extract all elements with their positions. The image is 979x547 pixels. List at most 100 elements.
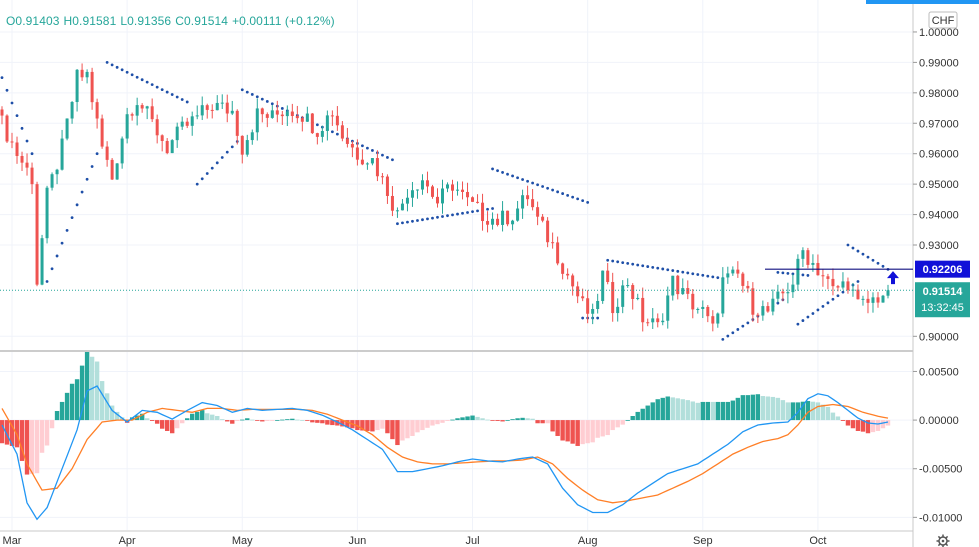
sar-dot [726, 334, 730, 338]
last-price-label: 0.91514 [923, 286, 964, 298]
macd-histogram-bar [380, 420, 385, 429]
macd-histogram-bar [470, 415, 475, 421]
candle-body [235, 110, 239, 136]
sar-dot [110, 63, 114, 67]
sar-dot [95, 152, 99, 156]
candle-body [145, 106, 149, 109]
candle-body [591, 309, 595, 314]
candle-body [761, 306, 765, 316]
time-tick-label: May [232, 535, 253, 547]
sar-dot [596, 316, 600, 320]
macd-line [1, 385, 889, 521]
macd-histogram-bar [84, 352, 90, 421]
candle-body [811, 262, 815, 265]
candle-body [521, 195, 525, 209]
sar-dot [441, 215, 444, 218]
candle-body [355, 147, 359, 160]
macd-histogram-bar [530, 418, 535, 421]
macd-histogram-bar [450, 419, 455, 421]
candle-body [501, 210, 505, 225]
macd-histogram-bar [515, 418, 520, 421]
sar-dot [50, 267, 54, 271]
candle-body [245, 140, 249, 155]
sar-dot [606, 258, 610, 262]
macd-histogram-bar [74, 379, 80, 421]
macd-histogram-bar [540, 420, 545, 424]
macd-histogram-bar [705, 401, 710, 421]
macd-histogram-bar [865, 420, 871, 434]
candle-body [616, 306, 620, 314]
candle-body [340, 125, 344, 139]
macd-histogram-bar [645, 405, 650, 421]
candle-body [325, 115, 329, 131]
sar-dot [621, 261, 625, 264]
time-axis-ticks: Mar Apr May Jun Jul Aug Sep Oct [3, 535, 827, 547]
candle-body [215, 102, 219, 111]
candle-body [466, 191, 470, 198]
candle-body [125, 114, 129, 139]
candle-body [846, 281, 850, 291]
macd-histogram-bar [725, 401, 731, 421]
macd-tick-label: -0.01000 [919, 512, 962, 524]
candle-body [601, 270, 605, 301]
macd-histogram-bar [750, 394, 756, 421]
macd-histogram-bar [845, 420, 851, 426]
candle-body [115, 163, 119, 180]
candle-body [160, 135, 164, 141]
sar-dot [701, 273, 705, 277]
macd-histogram-bar [9, 420, 15, 446]
macd-histogram-bar [280, 419, 285, 421]
candle-body [55, 169, 59, 175]
sar-dot [776, 270, 780, 274]
price-tick-label: 0.98000 [919, 88, 959, 100]
macd-histogram-bar [830, 412, 836, 421]
macd-histogram-bar [255, 420, 260, 421]
candle-body [310, 113, 314, 134]
sar-dot [205, 172, 209, 175]
candle-body [20, 156, 24, 163]
sar-dot [576, 197, 580, 201]
macd-histogram-bar [39, 420, 45, 453]
macd-histogram-bar [615, 420, 620, 428]
price-tick-label: 1.00000 [919, 27, 959, 39]
sar-dot [536, 183, 540, 187]
low-value: L0.91356 [120, 14, 172, 28]
macd-histogram-bar [49, 420, 55, 429]
macd-histogram-bar [555, 420, 560, 436]
sar-dot [616, 260, 620, 264]
macd-histogram-bar [0, 420, 5, 444]
macd-histogram-bar [605, 420, 610, 436]
ohlc-legend: O0.91403 H0.91581 L0.91356 C0.91514 +0.00111… [6, 14, 339, 28]
toolbar-accent [866, 0, 979, 4]
gear-icon[interactable] [936, 534, 950, 547]
candle-body [676, 275, 680, 295]
sar-dot [115, 65, 119, 69]
candle-body [711, 316, 715, 324]
macd-histogram-bar [590, 420, 595, 443]
candle-body [155, 119, 159, 136]
candle-body [746, 285, 750, 289]
sar-dot [776, 301, 780, 305]
candle-body [531, 199, 535, 208]
sar-dot [871, 258, 875, 262]
sar-dot [491, 167, 494, 171]
candle-body [636, 297, 640, 300]
macd-histogram-bar [635, 411, 640, 421]
macd-tick-label: -0.00500 [919, 464, 962, 476]
sar-dot [711, 275, 715, 279]
candle-body [255, 108, 259, 133]
macd-histogram-bar [195, 411, 200, 421]
sar-dot [526, 179, 529, 183]
macd-histogram-bar [149, 420, 155, 421]
sar-dot [210, 166, 214, 170]
macd-histogram-bar [139, 413, 145, 421]
macd-histogram-bar [810, 401, 816, 421]
macd-histogram-bar [205, 413, 210, 421]
candle-body [756, 314, 760, 316]
sar-dot [741, 324, 745, 328]
candle-body [866, 298, 870, 303]
candle-body [496, 218, 500, 225]
time-tick-label: Jul [465, 535, 479, 547]
sar-dot [716, 276, 720, 280]
